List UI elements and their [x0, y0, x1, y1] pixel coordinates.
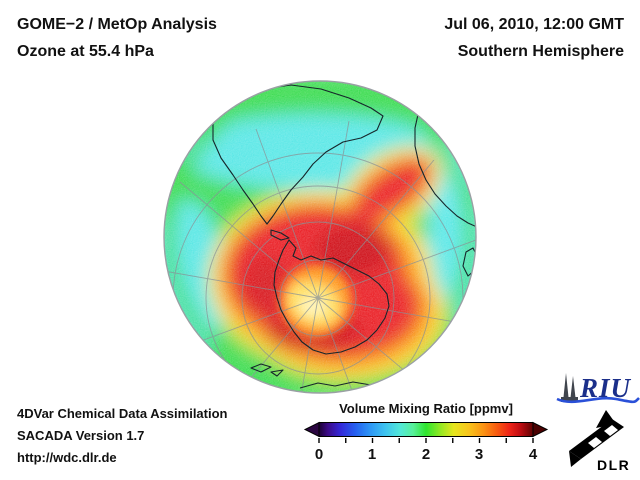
- colorbar-title: Volume Mixing Ratio [ppmv]: [339, 401, 513, 416]
- colorbar-ticks: [318, 438, 534, 443]
- globe-map: [163, 80, 477, 394]
- colorbar-right-arrow: [532, 421, 549, 438]
- colorbar-tick-label-3: 3: [474, 446, 484, 463]
- dlr-logo-text: DLR: [597, 457, 630, 471]
- cathedral-icon: [563, 373, 569, 402]
- colorbar-tick-label-1: 1: [367, 446, 377, 463]
- colorbar-tick-label-2: 2: [421, 446, 431, 463]
- analysis-datetime: Jul 06, 2010, 12:00 GMT: [444, 16, 624, 33]
- coastline-africa: [414, 93, 476, 228]
- coastline-tierra-del-fuego: [270, 229, 290, 241]
- dlr-logo: DLR: [569, 410, 630, 471]
- dither-texture: [164, 81, 476, 393]
- colorbar-gradient-bar: [318, 422, 534, 437]
- colorbar-left-arrow: [303, 421, 320, 438]
- page-title-line2: Ozone at 55.4 hPa: [17, 43, 154, 60]
- footer-line1: 4DVar Chemical Data Assimilation: [17, 406, 228, 421]
- coastline-south-america: [212, 84, 384, 225]
- hemisphere-label: Southern Hemisphere: [457, 43, 624, 60]
- coastline-antarctica: [273, 239, 390, 355]
- globe-limb: [163, 80, 477, 394]
- colorbar-tick-label-0: 0: [314, 446, 324, 463]
- riu-logo: RIU: [556, 373, 640, 404]
- colorbar: [303, 421, 549, 443]
- page-title-line1: GOME−2 / MetOp Analysis: [17, 16, 217, 33]
- ozone-field: [164, 81, 476, 393]
- footer-line2: SACADA Version 1.7: [17, 428, 145, 443]
- colorbar-tick-label-4: 4: [528, 446, 538, 463]
- coastline-new-zealand: [250, 363, 284, 377]
- footer-url: http://wdc.dlr.de: [17, 450, 117, 465]
- riu-wave-icon: [556, 396, 640, 404]
